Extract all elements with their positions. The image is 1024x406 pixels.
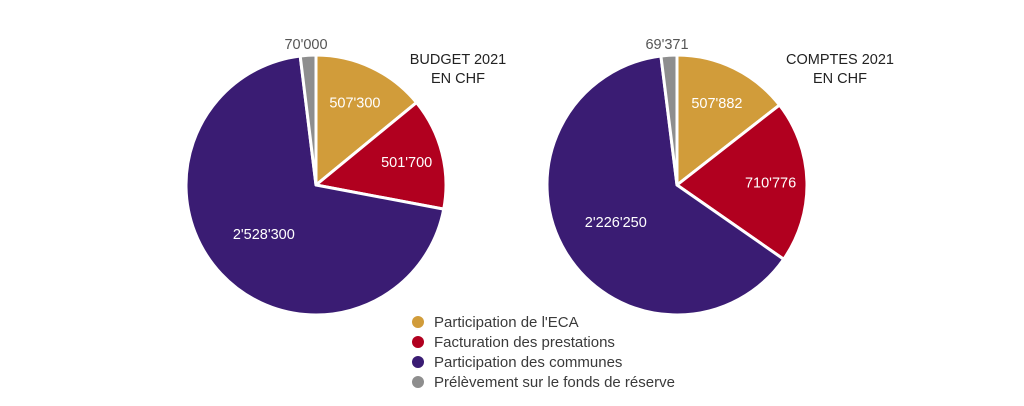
slice-eca: [314, 53, 418, 187]
legend-item-communes: Participation des communes: [412, 352, 675, 372]
value-label-reserve: 70'000: [284, 37, 327, 53]
slice-facturation: [675, 103, 809, 261]
legend-swatch-facturation: [412, 336, 424, 348]
legend-label-eca: Participation de l'ECA: [434, 313, 579, 331]
budget-title: BUDGET 2021: [410, 52, 506, 68]
pie-comptes-2021: 507'882 710'776 2'226'250 69'371: [545, 37, 809, 317]
value-label-eca: 507'882: [691, 96, 742, 112]
value-label-eca: 507'300: [329, 96, 380, 112]
value-label-reserve: 69'371: [645, 37, 688, 53]
legend-item-eca: Participation de l'ECA: [412, 312, 675, 332]
legend-label-reserve: Prélèvement sur le fonds de réserve: [434, 373, 675, 391]
legend: Participation de l'ECA Facturation des p…: [412, 312, 675, 392]
value-label-communes: 2'528'300: [233, 227, 295, 243]
legend-swatch-eca: [412, 316, 424, 328]
legend-item-reserve: Prélèvement sur le fonds de réserve: [412, 372, 675, 392]
comptes-title: COMPTES 2021: [786, 52, 894, 68]
legend-label-facturation: Facturation des prestations: [434, 333, 615, 351]
legend-item-facturation: Facturation des prestations: [412, 332, 675, 352]
legend-label-communes: Participation des communes: [434, 353, 623, 371]
slice-reserve: [659, 53, 679, 187]
slice-eca: [675, 53, 781, 187]
value-label-communes: 2'226'250: [585, 215, 647, 231]
legend-swatch-communes: [412, 356, 424, 368]
pie-budget-2021: 507'300 501'700 2'528'300 70'000: [184, 37, 448, 317]
slice-reserve: [298, 53, 318, 187]
comptes-subtitle: EN CHF: [813, 71, 867, 87]
slice-communes: [545, 54, 786, 317]
budget-subtitle: EN CHF: [431, 71, 485, 87]
value-label-facturation: 710'776: [745, 175, 796, 191]
legend-swatch-reserve: [412, 376, 424, 388]
value-label-facturation: 501'700: [381, 155, 432, 171]
slice-facturation: [314, 101, 448, 211]
